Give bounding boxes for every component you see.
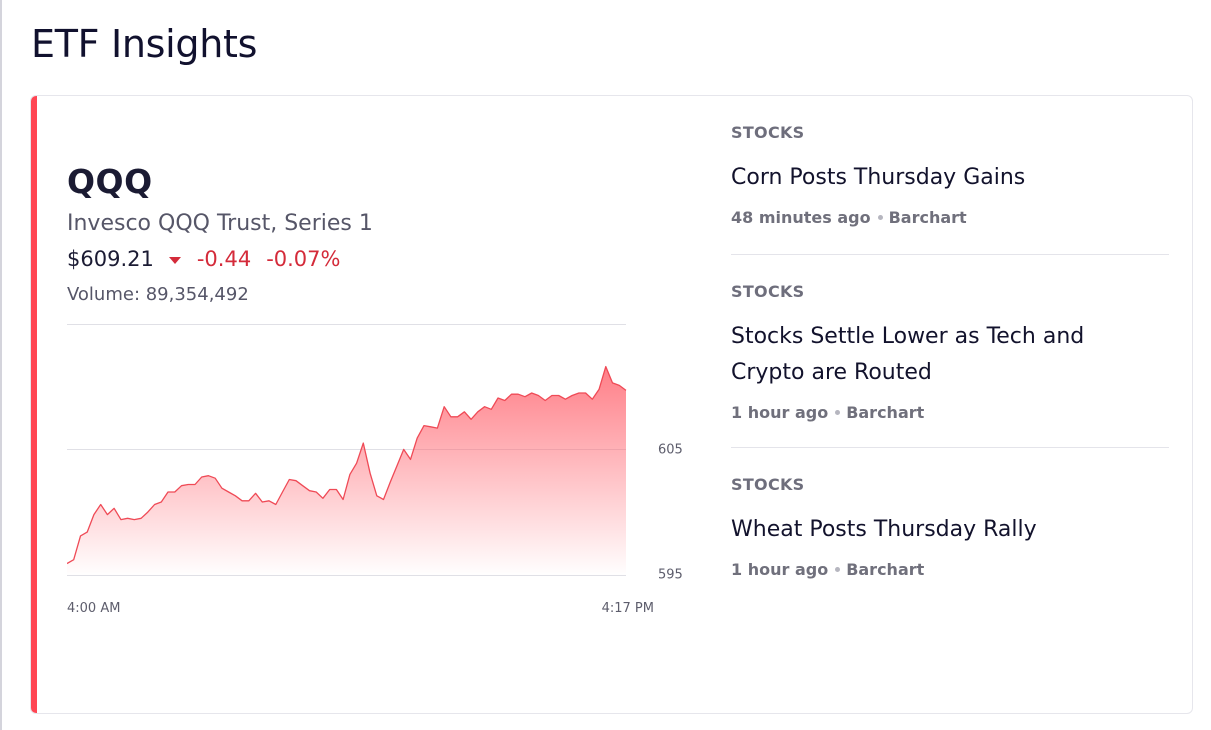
separator-dot-icon xyxy=(835,410,841,415)
price-line xyxy=(67,365,627,565)
page-left-border xyxy=(0,0,2,730)
x-tick-label: 4:00 AM xyxy=(67,601,120,616)
accent-bar xyxy=(31,96,37,713)
etf-change-percent: -0.07% xyxy=(266,247,341,271)
news-category: STOCKS xyxy=(731,282,805,301)
news-category: STOCKS xyxy=(731,475,805,494)
page-title: ETF Insights xyxy=(31,22,258,66)
news-meta: 1 hour ago Barchart xyxy=(731,560,1169,579)
news-item[interactable]: STOCKS Stocks Settle Lower as Tech and C… xyxy=(731,282,1169,422)
news-item[interactable]: STOCKS Wheat Posts Thursday Rally 1 hour… xyxy=(731,475,1169,579)
news-item[interactable]: STOCKS Corn Posts Thursday Gains 48 minu… xyxy=(731,123,1169,227)
news-headline[interactable]: Corn Posts Thursday Gains xyxy=(731,165,1026,190)
price-chart[interactable]: 595 605 4:00 AM 4:17 PM xyxy=(67,324,697,624)
news-category: STOCKS xyxy=(731,123,805,142)
news-time: 48 minutes ago xyxy=(731,208,871,227)
news-source: Barchart xyxy=(846,403,925,422)
news-time: 1 hour ago xyxy=(731,403,829,422)
etf-price: $609.21 xyxy=(67,247,154,271)
separator-dot-icon xyxy=(877,215,883,220)
etf-name: Invesco QQQ Trust, Series 1 xyxy=(67,211,373,236)
etf-change: -0.44 xyxy=(196,247,252,271)
x-tick-label: 4:17 PM xyxy=(602,601,654,616)
y-tick-label: 605 xyxy=(658,442,683,457)
separator-dot-icon xyxy=(835,567,841,572)
news-divider xyxy=(731,254,1169,255)
news-divider xyxy=(731,447,1169,448)
etf-symbol[interactable]: QQQ xyxy=(67,162,153,201)
y-tick-label: 595 xyxy=(658,568,683,583)
news-source: Barchart xyxy=(846,560,925,579)
news-source: Barchart xyxy=(888,208,967,227)
etf-card[interactable]: QQQ Invesco QQQ Trust, Series 1 $609.21 … xyxy=(30,95,1193,714)
news-time: 1 hour ago xyxy=(731,560,829,579)
news-headline[interactable]: Stocks Settle Lower as Tech and Crypto a… xyxy=(731,324,1085,385)
etf-volume: Volume: 89,354,492 xyxy=(67,284,249,305)
quote-row: $609.21 -0.44 -0.07% xyxy=(67,247,340,271)
price-area xyxy=(67,366,626,576)
news-meta: 48 minutes ago Barchart xyxy=(731,208,1169,227)
news-headline[interactable]: Wheat Posts Thursday Rally xyxy=(731,517,1037,542)
news-meta: 1 hour ago Barchart xyxy=(731,403,1169,422)
caret-down-icon xyxy=(168,256,181,264)
